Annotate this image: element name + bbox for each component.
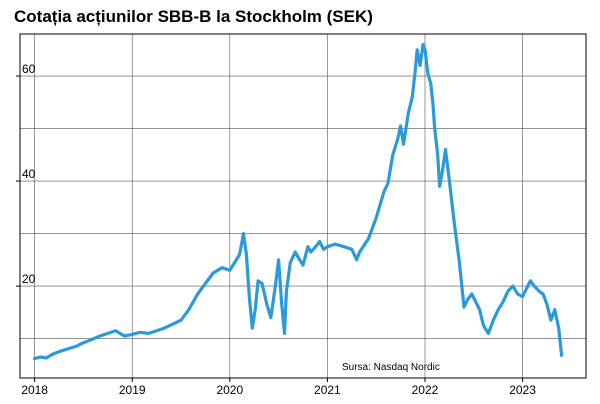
y-tick-label: 60 <box>22 62 36 76</box>
grid-lines <box>20 34 586 378</box>
x-tick-label: 2023 <box>509 383 536 397</box>
x-tick-label: 2018 <box>21 383 48 397</box>
x-tick-label: 2019 <box>119 383 146 397</box>
y-tick-label: 20 <box>22 272 36 286</box>
y-tick-label: 40 <box>22 167 36 181</box>
x-tick-label: 2021 <box>314 383 341 397</box>
chart-title: Cotația acțiunilor SBB-B la Stockholm (S… <box>14 7 373 26</box>
x-tick-label: 2020 <box>216 383 243 397</box>
series-line-0 <box>32 42 564 361</box>
x-tick-label: 2022 <box>412 383 439 397</box>
plot-frame <box>19 33 587 379</box>
series-layer <box>32 42 564 361</box>
source-note: Sursa: Nasdaq Nordic <box>342 362 440 373</box>
axes-layer: 2018 2019 2020 2021 2022 2023 20 40 60 <box>16 33 587 397</box>
